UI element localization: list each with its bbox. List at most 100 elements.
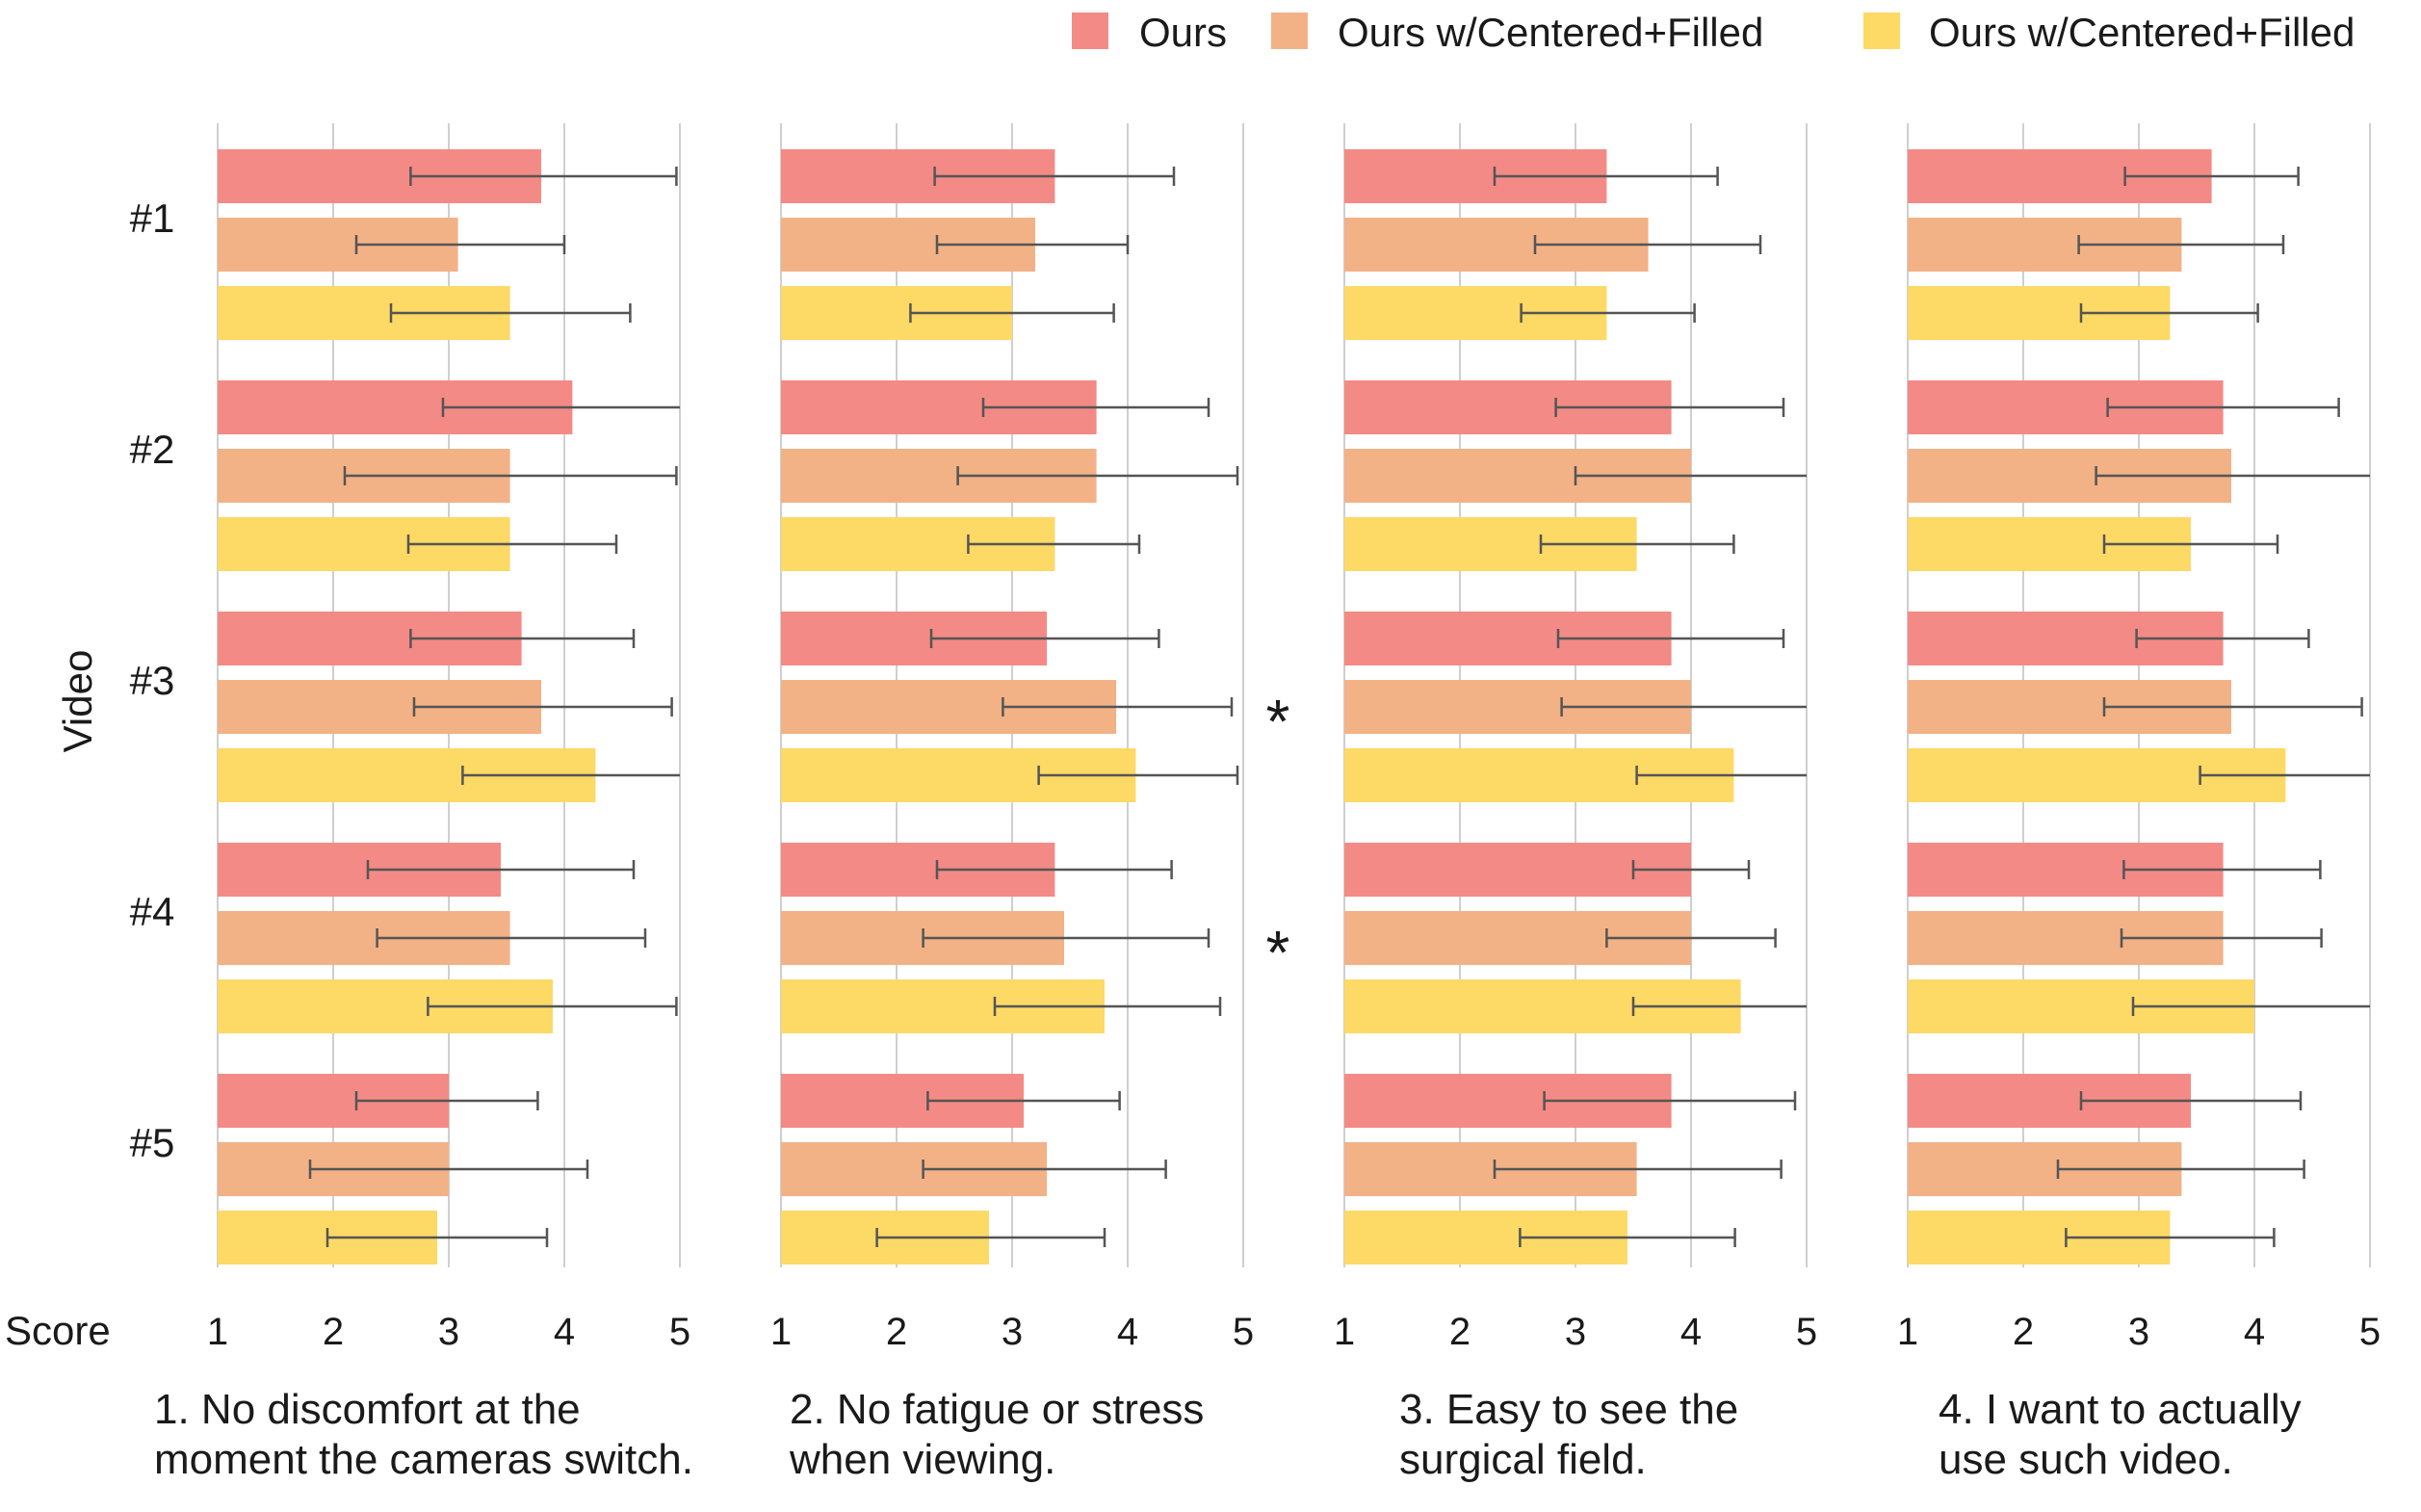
- x-tick-label: 4: [1680, 1311, 1702, 1353]
- x-tick-label: 4: [1117, 1311, 1138, 1353]
- error-bar: [909, 303, 1115, 323]
- error-bar: [2122, 860, 2322, 879]
- error-bar: [2135, 629, 2310, 648]
- error-bar: [1002, 697, 1234, 717]
- error-bar: [427, 997, 678, 1016]
- x-tick-label: 2: [2013, 1311, 2034, 1353]
- panel-caption: moment the cameras switch.: [154, 1436, 693, 1483]
- x-tick-label: 5: [669, 1311, 690, 1353]
- legend-swatch-ours: [1072, 13, 1108, 49]
- video-label: #2: [130, 427, 175, 472]
- error-bar: [2106, 398, 2340, 417]
- video-label: #1: [130, 196, 175, 241]
- x-tick-label: 5: [1796, 1311, 1817, 1353]
- error-bar: [389, 303, 632, 323]
- error-bar: [354, 235, 566, 254]
- legend-swatch-centered-filled-b: [1863, 13, 1900, 49]
- error-bar: [2077, 235, 2285, 254]
- x-tick-label: 4: [2244, 1311, 2265, 1353]
- error-bar: [956, 466, 1239, 485]
- x-tick-label: 1: [1897, 1311, 1918, 1353]
- error-bar: [922, 1160, 1167, 1179]
- error-bar: [2079, 1091, 2303, 1110]
- legend-swatch-centered-filled-a: [1271, 13, 1308, 49]
- panel-caption: 3. Easy to see the: [1399, 1386, 1738, 1433]
- video-label: #3: [130, 658, 175, 703]
- panel-caption: surgical field.: [1399, 1436, 1647, 1483]
- error-bar: [2199, 766, 2370, 785]
- x-axis-title: Score: [5, 1308, 111, 1353]
- error-bar: [926, 1091, 1121, 1110]
- error-bar: [2065, 1228, 2276, 1247]
- x-tick-label: 1: [1334, 1311, 1355, 1353]
- error-bar: [1533, 235, 1762, 254]
- video-label: #5: [130, 1120, 175, 1165]
- video-labels: #1 #2 #3 #4 #5: [130, 196, 175, 1165]
- error-bar: [935, 235, 1130, 254]
- error-bar: [2056, 1160, 2305, 1179]
- panel-caption: use such video.: [1939, 1436, 2233, 1483]
- error-bar: [1037, 766, 1239, 785]
- error-bar: [354, 1091, 539, 1110]
- error-bar: [2102, 534, 2279, 554]
- error-bar: [2120, 928, 2323, 948]
- x-tick-label: 3: [1002, 1311, 1023, 1353]
- error-bar: [1519, 1228, 1736, 1247]
- legend-label-centered-filled-a: Ours w/Centered+Filled: [1338, 10, 1763, 55]
- error-bar: [406, 534, 618, 554]
- x-tick-label: 3: [1565, 1311, 1586, 1353]
- significance-marker: *: [1266, 687, 1290, 756]
- error-bar: [441, 398, 680, 417]
- error-bar: [325, 1228, 549, 1247]
- error-bar: [993, 997, 1222, 1016]
- error-bar: [1539, 534, 1735, 554]
- error-bar: [935, 860, 1173, 879]
- error-bar: [933, 167, 1176, 186]
- error-bar: [1493, 167, 1719, 186]
- error-bar: [1574, 466, 1807, 485]
- error-bar: [409, 629, 636, 648]
- error-bar: [2123, 167, 2300, 186]
- error-bar: [308, 1160, 589, 1179]
- error-bar: [1493, 1160, 1783, 1179]
- error-bar: [1631, 997, 1807, 1016]
- y-axis-title: Video: [55, 650, 100, 753]
- error-bar: [461, 766, 680, 785]
- x-tick-label: 2: [1449, 1311, 1471, 1353]
- x-tick-label: 1: [207, 1311, 228, 1353]
- error-bar: [1631, 860, 1751, 879]
- legend-label-centered-filled-b: Ours w/Centered+Filled: [1929, 10, 2355, 55]
- error-bar: [981, 398, 1210, 417]
- error-bar: [2079, 303, 2259, 323]
- error-bar: [875, 1228, 1106, 1247]
- error-bar: [1605, 928, 1777, 948]
- error-bar: [1543, 1091, 1797, 1110]
- error-bar: [412, 697, 673, 717]
- error-bar: [929, 629, 1160, 648]
- x-tick-label: 5: [2359, 1311, 2381, 1353]
- x-tick-label: 3: [2128, 1311, 2149, 1353]
- error-bar: [409, 167, 678, 186]
- x-tick-label: 5: [1233, 1311, 1254, 1353]
- x-tick-label: 3: [438, 1311, 459, 1353]
- error-bar: [1560, 697, 1807, 717]
- error-bar: [2095, 466, 2370, 485]
- x-tick-label: 1: [770, 1311, 792, 1353]
- error-bar: [2102, 697, 2363, 717]
- error-bar: [1520, 303, 1696, 323]
- error-bar: [922, 928, 1210, 948]
- error-bar: [1635, 766, 1807, 785]
- panel-caption: 4. I want to actually: [1939, 1386, 2302, 1433]
- x-tick-label: 2: [886, 1311, 907, 1353]
- x-tick-label: 2: [323, 1311, 344, 1353]
- significance-marker: *: [1266, 918, 1290, 987]
- legend-label-ours: Ours: [1139, 10, 1227, 55]
- panel-caption: when viewing.: [789, 1436, 1055, 1483]
- error-bar: [343, 466, 678, 485]
